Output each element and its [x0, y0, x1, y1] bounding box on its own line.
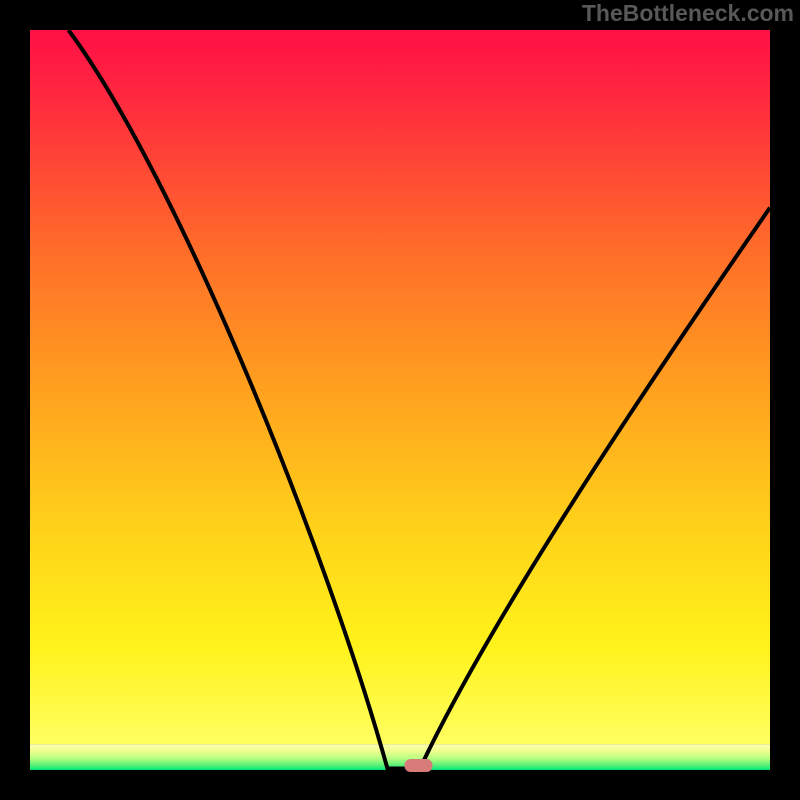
chart-container: TheBottleneck.com [0, 0, 800, 800]
bottleneck-chart [0, 0, 800, 800]
watermark-text: TheBottleneck.com [582, 0, 794, 27]
optimum-marker [405, 759, 433, 772]
